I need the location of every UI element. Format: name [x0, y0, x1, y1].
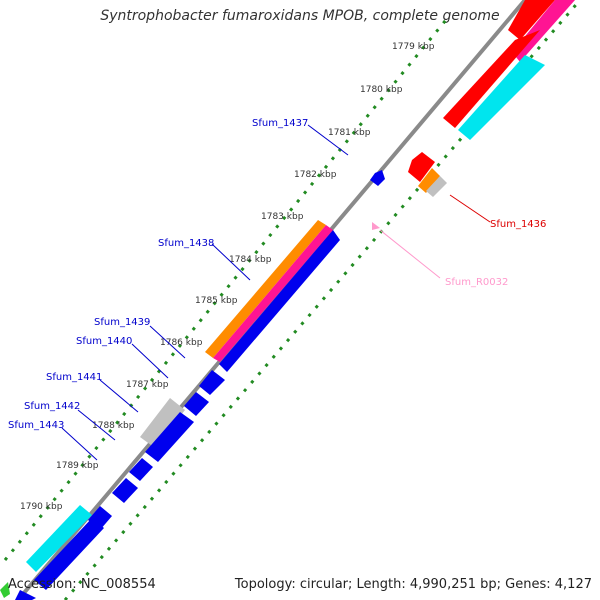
- feature-cyan-long[interactable]: [458, 55, 545, 140]
- feature-blue-1443[interactable]: [112, 478, 138, 503]
- gene-labels: Sfum_1437 Sfum_1438 Sfum_1439 Sfum_1440 …: [8, 118, 546, 431]
- feature-blue-1439[interactable]: [199, 370, 225, 395]
- feature-pink-marker[interactable]: [372, 222, 380, 230]
- feature-orange-long[interactable]: [205, 220, 326, 358]
- gene-label-sfum-1438[interactable]: Sfum_1438: [158, 238, 214, 249]
- tick-label: 1780 kbp: [360, 85, 403, 95]
- feature-rrna-arrow[interactable]: [408, 152, 435, 182]
- tick-label: 1784 kbp: [229, 255, 272, 265]
- feature-blue-long[interactable]: [219, 230, 340, 372]
- feature-blue-small[interactable]: [370, 170, 385, 186]
- map-title: Syntrophobacter fumaroxidans MPOB, compl…: [100, 8, 500, 24]
- tick-label: 1785 kbp: [195, 296, 238, 306]
- feature-cyan-lower[interactable]: [26, 505, 92, 572]
- feature-pink-long[interactable]: [213, 225, 333, 362]
- feature-orange-small[interactable]: [418, 168, 440, 193]
- tick-labels: 1779 kbp 1780 kbp 1781 kbp 1782 kbp 1783…: [20, 42, 435, 512]
- feature-gray-small[interactable]: [426, 176, 447, 197]
- tick-label: 1781 kbp: [328, 128, 371, 138]
- tick-label: 1789 kbp: [56, 461, 99, 471]
- connector-sfum-1441: [99, 379, 139, 413]
- feature-gray-1441[interactable]: [140, 398, 185, 448]
- tick-label: 1790 kbp: [20, 502, 63, 512]
- tick-label: 1782 kbp: [294, 170, 337, 180]
- gene-label-sfum-1442[interactable]: Sfum_1442: [24, 401, 80, 412]
- gene-label-sfum-1439[interactable]: Sfum_1439: [94, 317, 150, 328]
- connector-sfum-1440: [131, 343, 169, 379]
- tick-label: 1786 kbp: [160, 338, 203, 348]
- connector-sfum-1442: [77, 409, 116, 441]
- gene-label-sfum-1443[interactable]: Sfum_1443: [8, 420, 64, 431]
- feature-blue-corner[interactable]: [15, 590, 36, 600]
- connector-sfum-1438: [211, 243, 251, 281]
- gene-label-sfum-1441[interactable]: Sfum_1441: [46, 372, 102, 383]
- green-corner-marker: [0, 582, 10, 598]
- label-connectors: [61, 124, 491, 461]
- tick-label: 1787 kbp: [126, 380, 169, 390]
- feature-pink-top[interactable]: [512, 0, 575, 62]
- dotted-track-outer: [3, 14, 452, 561]
- gene-label-sfum-r0032[interactable]: Sfum_R0032: [445, 277, 508, 288]
- connector-sfum-1443: [61, 427, 98, 461]
- feature-blue-bottom[interactable]: [34, 518, 104, 590]
- feature-blue-1442[interactable]: [129, 458, 153, 481]
- tick-label: 1779 kbp: [392, 42, 435, 52]
- topology-label: Topology: circular; Length: 4,990,251 bp…: [234, 577, 592, 592]
- connector-sfum-1439: [149, 325, 186, 359]
- gene-label-sfum-1436[interactable]: Sfum_1436: [490, 219, 546, 230]
- tick-label: 1788 kbp: [92, 421, 135, 431]
- feature-rrna-top[interactable]: [508, 0, 555, 40]
- tick-label: 1783 kbp: [261, 212, 304, 222]
- accession-label: Accession: NC_008554: [8, 577, 156, 592]
- feature-track-right: [408, 0, 575, 197]
- gene-label-sfum-1440[interactable]: Sfum_1440: [76, 336, 132, 347]
- connector-sfum-r0032: [379, 229, 441, 279]
- feature-blue-1440[interactable]: [184, 392, 209, 416]
- feature-track-left: [15, 170, 385, 600]
- feature-blue-1441[interactable]: [145, 412, 194, 462]
- feature-rrna-long[interactable]: [443, 30, 540, 128]
- gene-label-sfum-1437[interactable]: Sfum_1437: [252, 118, 308, 129]
- connector-sfum-1437: [307, 124, 349, 156]
- connector-sfum-1436: [449, 194, 491, 223]
